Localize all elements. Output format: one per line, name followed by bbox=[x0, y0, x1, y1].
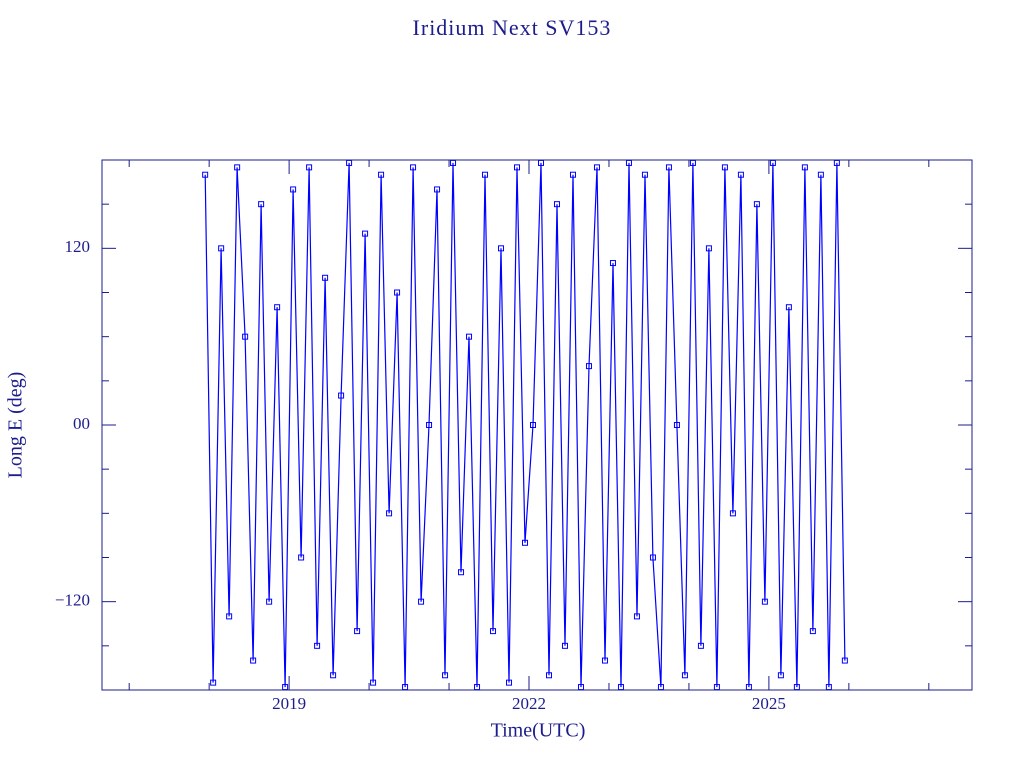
data-point bbox=[633, 613, 640, 620]
x-tick-label: 2022 bbox=[512, 694, 546, 713]
y-tick-label: 120 bbox=[65, 237, 91, 256]
data-point bbox=[218, 245, 225, 252]
data-point bbox=[641, 171, 648, 178]
data-point bbox=[386, 510, 393, 517]
y-tick-label: 00 bbox=[73, 414, 90, 433]
y-tick-label: −120 bbox=[55, 591, 90, 610]
data-point bbox=[250, 657, 257, 664]
data-point bbox=[553, 201, 560, 208]
data-point bbox=[681, 672, 688, 679]
data-point bbox=[242, 333, 249, 340]
data-point bbox=[785, 304, 792, 311]
data-point bbox=[330, 672, 337, 679]
data-point bbox=[426, 422, 433, 428]
data-point bbox=[290, 186, 297, 193]
data-point bbox=[593, 164, 600, 171]
data-point bbox=[354, 628, 361, 635]
data-point bbox=[226, 613, 233, 620]
data-point bbox=[322, 274, 329, 281]
data-point bbox=[506, 679, 513, 686]
data-point bbox=[753, 201, 760, 208]
data-point bbox=[737, 171, 744, 178]
data-point bbox=[729, 510, 736, 517]
plot-area bbox=[202, 159, 848, 691]
data-point bbox=[585, 363, 592, 370]
data-point bbox=[777, 672, 784, 679]
data-point bbox=[545, 672, 552, 679]
data-point bbox=[522, 539, 529, 546]
data-point bbox=[561, 642, 568, 649]
data-point bbox=[569, 171, 576, 178]
data-point bbox=[306, 164, 313, 171]
x-tick-label: 2019 bbox=[272, 694, 306, 713]
data-point bbox=[234, 164, 241, 171]
data-point bbox=[609, 260, 616, 267]
data-point bbox=[665, 164, 672, 171]
data-point bbox=[649, 554, 656, 561]
data-point bbox=[418, 598, 425, 605]
data-point bbox=[673, 422, 680, 428]
data-point bbox=[482, 171, 489, 178]
chart-title: Iridium Next SV153 bbox=[413, 15, 612, 40]
data-point bbox=[697, 642, 704, 649]
data-point bbox=[378, 171, 385, 178]
data-point bbox=[298, 554, 305, 561]
data-point bbox=[410, 164, 417, 171]
data-point bbox=[434, 186, 441, 193]
data-point bbox=[809, 628, 816, 635]
data-point bbox=[721, 164, 728, 171]
data-point bbox=[362, 230, 369, 237]
data-point bbox=[530, 422, 537, 428]
data-point bbox=[258, 201, 265, 208]
data-point bbox=[841, 657, 848, 664]
data-point bbox=[370, 679, 377, 686]
y-axis-label: Long E (deg) bbox=[5, 372, 27, 479]
data-point bbox=[458, 569, 465, 576]
data-point bbox=[817, 171, 824, 178]
data-point bbox=[338, 392, 345, 399]
data-point bbox=[210, 679, 217, 686]
data-point bbox=[801, 164, 808, 171]
data-point bbox=[705, 245, 712, 252]
data-line bbox=[204, 162, 846, 688]
data-point bbox=[202, 171, 209, 178]
data-point bbox=[490, 628, 497, 635]
data-point bbox=[514, 164, 521, 171]
data-point bbox=[274, 304, 281, 311]
data-point bbox=[498, 245, 505, 252]
data-point bbox=[761, 598, 768, 605]
data-point bbox=[314, 642, 321, 649]
data-point bbox=[466, 333, 473, 340]
data-point bbox=[394, 289, 401, 296]
x-axis-label: Time(UTC) bbox=[491, 720, 586, 742]
data-point bbox=[601, 657, 608, 664]
data-point bbox=[266, 598, 273, 605]
data-point bbox=[442, 672, 449, 679]
x-tick-label: 2025 bbox=[752, 694, 786, 713]
